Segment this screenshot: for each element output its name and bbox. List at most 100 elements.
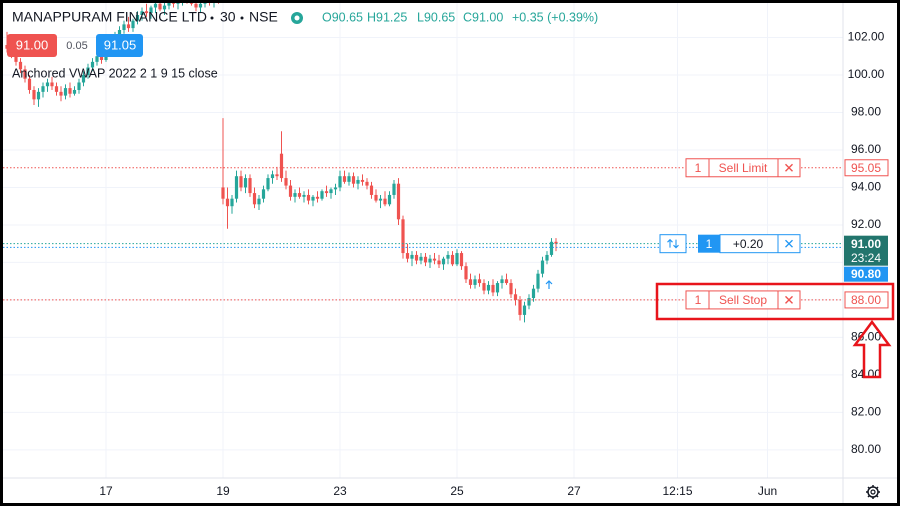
y-tick-label: 100.00: [848, 67, 885, 81]
candle-body: [477, 279, 482, 284]
candle-body: [189, 3, 194, 4]
y-tick-label: 94.00: [851, 180, 881, 194]
candle-body: [513, 294, 518, 300]
candle-body: [162, 5, 167, 10]
candle-body: [50, 82, 54, 87]
order-quantity: 1: [695, 293, 702, 307]
candle-body: [540, 260, 545, 274]
order-box[interactable]: [685, 290, 801, 310]
candle-body: [59, 91, 63, 96]
candle-body: [387, 194, 392, 205]
candle-body: [410, 254, 414, 259]
candle-body: [243, 178, 248, 188]
candle-body: [63, 88, 68, 96]
cancel-icon[interactable]: [785, 163, 793, 172]
candle-body: [194, 3, 198, 8]
candle-body: [95, 56, 99, 62]
order-box[interactable]: [685, 158, 801, 178]
cancel-icon[interactable]: [785, 295, 793, 304]
order-label: Sell Stop: [719, 293, 767, 307]
candle-body: [536, 273, 540, 289]
execution-marker: [545, 280, 553, 289]
candle-body: [324, 191, 329, 194]
candle-body: [54, 86, 59, 92]
buy-button[interactable]: [96, 34, 143, 57]
candle-body: [432, 258, 437, 261]
candle-body: [351, 176, 356, 184]
y-tick-label: 96.00: [851, 142, 881, 156]
position-pnl: +0.20: [733, 237, 764, 251]
candle-body: [131, 20, 135, 29]
x-tick-label: 25: [450, 484, 464, 498]
position-box[interactable]: [719, 234, 801, 254]
candle-body: [369, 185, 374, 195]
y-tick-label: 92.00: [851, 217, 881, 231]
candle-body: [270, 174, 275, 179]
candle-body: [27, 78, 32, 90]
candle-body: [14, 54, 18, 62]
highlight-arrow: [852, 319, 892, 379]
countdown-label: 23:24: [851, 251, 881, 265]
y-tick-label: 102.00: [848, 30, 885, 44]
candle-body: [356, 179, 360, 184]
candle-body: [32, 89, 36, 100]
candle-body: [45, 82, 50, 87]
candle-body: [338, 176, 342, 188]
order-price-box: [844, 291, 889, 309]
candle-body: [284, 178, 288, 186]
candle-body: [68, 88, 72, 94]
candle-body: [144, 11, 149, 14]
candle-body: [153, 3, 158, 8]
second-price-box: [844, 266, 888, 282]
ohlc-close: C91.00: [463, 10, 503, 24]
cancel-icon[interactable]: [785, 239, 793, 248]
overlay: 80.0082.0084.0086.0088.0090.0092.0094.00…: [3, 30, 889, 498]
candle-body: [225, 198, 230, 207]
spread: 0.05: [66, 40, 87, 52]
candle-body: [464, 266, 468, 280]
candle-body: [167, 3, 171, 6]
order-price-label: 88.00: [851, 293, 881, 307]
candle-body: [86, 67, 90, 75]
candle-body: [378, 198, 383, 201]
x-tick-label: Jun: [758, 484, 777, 498]
settings-gear[interactable]: [866, 485, 880, 499]
candle-body: [405, 253, 410, 259]
x-tick-label: 12:15: [662, 484, 692, 498]
x-tick-label: 27: [567, 484, 581, 498]
candle-body: [198, 3, 203, 8]
candle-body: [275, 174, 279, 177]
sell-button[interactable]: [7, 34, 57, 57]
last-price-label: 91.00: [851, 237, 881, 251]
candle-body: [468, 279, 473, 285]
candle-body: [500, 279, 504, 284]
y-tick-label: 82.00: [851, 405, 881, 419]
indicator-label[interactable]: Anchored VWAP 2022 2 1 9 15 close: [12, 66, 218, 80]
highlight-box: [655, 282, 895, 321]
candle-body: [495, 283, 500, 293]
candle-body: [414, 254, 419, 261]
candle-body: [545, 254, 549, 261]
interval[interactable]: 30: [220, 9, 236, 25]
y-tick-label: 98.00: [851, 105, 881, 119]
candle-body: [99, 56, 104, 60]
order-quantity: 1: [695, 161, 702, 175]
candle-body: [450, 254, 455, 265]
ohlc-low: L90.65: [417, 10, 455, 24]
position-quantity-box[interactable]: [698, 234, 720, 253]
candle-body: [248, 178, 252, 194]
reverse-button[interactable]: [659, 234, 687, 254]
symbol[interactable]: MANAPPURAM FINANCE LTD: [12, 9, 207, 25]
candle-body: [90, 61, 95, 68]
candle-body: [491, 284, 495, 293]
candle-body: [419, 256, 423, 261]
candle-body: [171, 3, 176, 4]
candle-body: [266, 178, 270, 190]
candle-body: [261, 189, 266, 199]
bid-price: 91.00: [16, 37, 49, 52]
y-tick-label: 84.00: [851, 367, 881, 381]
candle-body: [135, 14, 140, 21]
candle-body: [549, 241, 554, 255]
candle-body: [504, 279, 509, 284]
